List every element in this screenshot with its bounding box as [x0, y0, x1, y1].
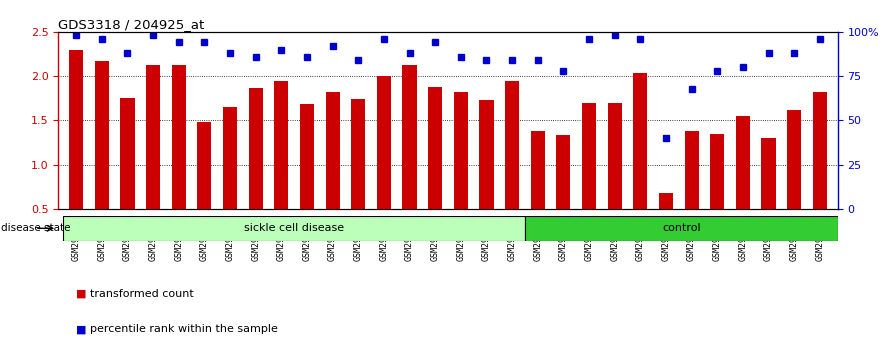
Bar	[685, 131, 699, 209]
Bar	[248, 88, 263, 209]
Bar	[787, 110, 801, 209]
Bar	[402, 65, 417, 209]
Text: sickle cell disease: sickle cell disease	[244, 223, 344, 233]
Bar	[120, 98, 134, 209]
Bar	[582, 103, 596, 209]
Bar	[607, 103, 622, 209]
Bar	[711, 133, 724, 209]
Bar	[556, 135, 571, 209]
Text: disease state: disease state	[1, 223, 71, 233]
Bar	[530, 131, 545, 209]
Bar	[146, 65, 160, 209]
Text: control: control	[662, 223, 701, 233]
Bar	[172, 65, 185, 209]
Text: transformed count: transformed count	[90, 289, 194, 299]
Bar	[453, 92, 468, 209]
Bar	[428, 87, 443, 209]
Bar	[762, 138, 776, 209]
Bar	[659, 193, 673, 209]
Text: GDS3318 / 204925_at: GDS3318 / 204925_at	[58, 18, 204, 31]
Bar	[736, 116, 750, 209]
Bar	[505, 81, 519, 209]
Text: ■: ■	[76, 289, 87, 299]
Bar	[223, 107, 237, 209]
Bar	[197, 122, 211, 209]
Text: percentile rank within the sample: percentile rank within the sample	[90, 324, 278, 334]
Bar	[64, 216, 525, 241]
Bar	[813, 92, 827, 209]
Bar	[633, 73, 648, 209]
Bar	[274, 81, 289, 209]
Text: ■: ■	[76, 324, 87, 334]
Bar	[525, 216, 838, 241]
Bar	[95, 61, 109, 209]
Bar	[325, 92, 340, 209]
Bar	[300, 104, 314, 209]
Bar	[351, 99, 366, 209]
Bar	[479, 100, 494, 209]
Bar	[377, 76, 391, 209]
Bar	[69, 50, 83, 209]
